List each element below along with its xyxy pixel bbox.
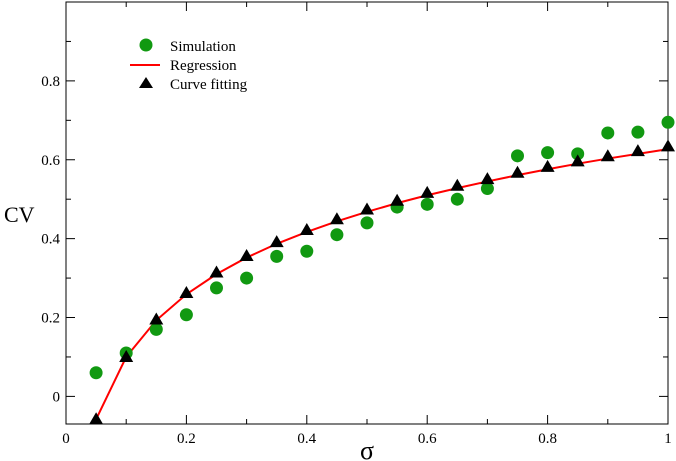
curve-fitting-point [329, 212, 344, 225]
simulation-point [480, 182, 494, 196]
curve-fitting-point [149, 312, 164, 325]
curve-fitting-point [540, 159, 555, 172]
x-tick-label: 0.8 [538, 431, 557, 447]
x-tick-labels: 0 0.2 0.4 0.6 0.8 1 [62, 431, 672, 447]
curve-fitting-point [450, 178, 465, 191]
simulation-point [571, 147, 585, 161]
x-tick-label: 0.2 [177, 431, 196, 447]
x-tick-label: 0 [62, 431, 70, 447]
legend-regression-label: Regression [170, 58, 237, 74]
simulation-point [300, 244, 314, 258]
curve-fitting-point [269, 235, 284, 248]
curve-fitting-point [119, 349, 134, 362]
regression-line [95, 148, 669, 420]
curve-fitting-point [179, 286, 194, 299]
simulation-point [511, 149, 524, 163]
curve-fitting-point [570, 154, 585, 167]
simulation-point [661, 115, 675, 129]
y-tick-label: 0.2 [41, 311, 60, 327]
simulation-point [89, 366, 103, 380]
curve-fitting-point [360, 202, 374, 215]
legend-curve-fitting-label: Curve fitting [170, 77, 248, 93]
curve-fitting-point [630, 144, 645, 157]
y-tick-labels: 0 0.2 0.4 0.6 0.8 [41, 74, 60, 406]
simulation-point [360, 216, 374, 230]
simulation-point [541, 146, 555, 160]
y-tick-label: 0 [53, 389, 61, 405]
legend: Simulation Regression Curve fitting [130, 38, 248, 93]
y-axis-title: CV [4, 202, 35, 227]
curve-fitting-point [299, 222, 314, 235]
simulation-point [210, 281, 223, 295]
simulation-point [149, 322, 163, 336]
legend-simulation-marker [139, 38, 153, 52]
curve-fitting-point [420, 185, 435, 198]
simulation-point [330, 228, 344, 242]
y-tick-label: 0.4 [41, 232, 60, 248]
legend-simulation-label: Simulation [170, 39, 236, 55]
series-layer [89, 115, 675, 425]
simulation-point [601, 126, 615, 140]
x-tick-label: 0.6 [418, 431, 437, 447]
curve-fitting-point [209, 265, 224, 278]
y-tick-label: 0.6 [41, 153, 60, 169]
curve-fitting-point [510, 165, 525, 178]
simulation-point [631, 125, 645, 139]
curve-fitting-point [480, 172, 495, 185]
x-axis-title: σ [360, 436, 374, 461]
simulation-point [179, 308, 193, 322]
simulation-point [240, 271, 254, 285]
curve-fitting-point [390, 193, 405, 206]
y-tick-label: 0.8 [41, 74, 60, 90]
legend-curve-fitting-marker [139, 77, 153, 88]
x-tick-label: 1 [664, 431, 672, 447]
axis-ticks [65, 2, 669, 424]
curve-fitting-point [239, 248, 254, 261]
simulation-point [450, 192, 464, 206]
simulation-point [420, 197, 434, 211]
x-tick-label: 0.4 [297, 431, 316, 447]
simulation-point [270, 249, 284, 263]
curve-fitting-point [600, 149, 615, 162]
curve-fitting-point [661, 139, 675, 152]
curve-fitting-point [89, 412, 104, 425]
